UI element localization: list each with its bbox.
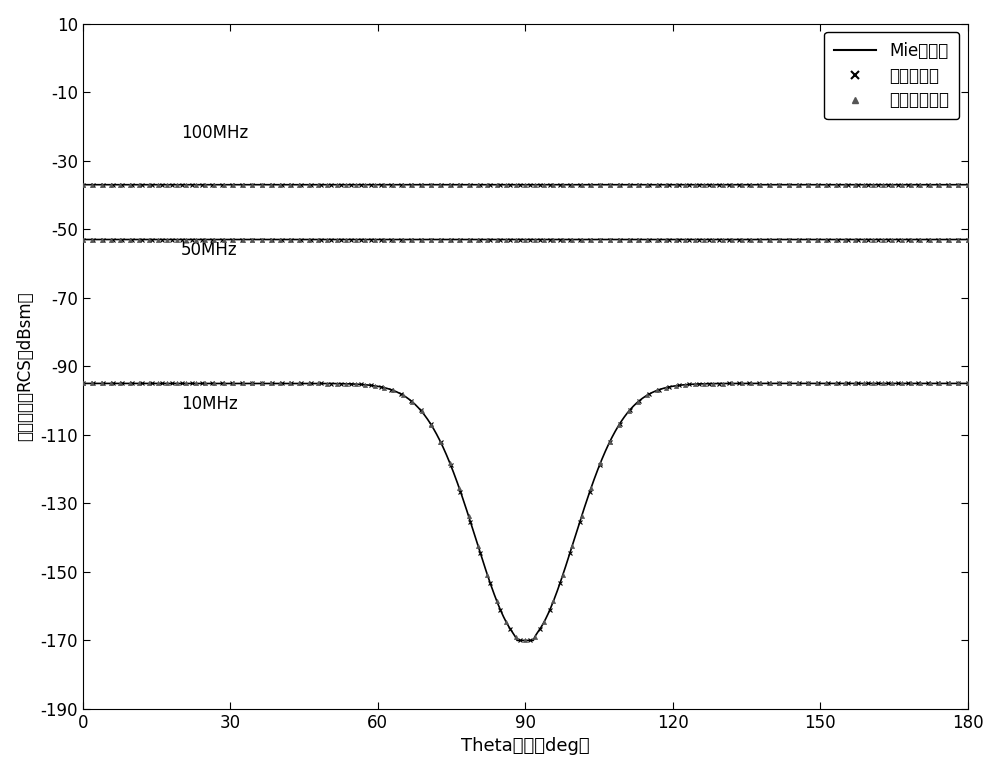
- Y-axis label: 归一化双站RCS（dBsm）: 归一化双站RCS（dBsm）: [17, 292, 35, 441]
- X-axis label: Theta角度（deg）: Theta角度（deg）: [461, 737, 589, 755]
- Legend: Mie解析解, 隐式法求解, 准显式法求解: Mie解析解, 隐式法求解, 准显式法求解: [824, 32, 959, 120]
- Text: 10MHz: 10MHz: [181, 395, 238, 413]
- Text: 50MHz: 50MHz: [181, 241, 238, 259]
- Text: 100MHz: 100MHz: [181, 124, 248, 142]
